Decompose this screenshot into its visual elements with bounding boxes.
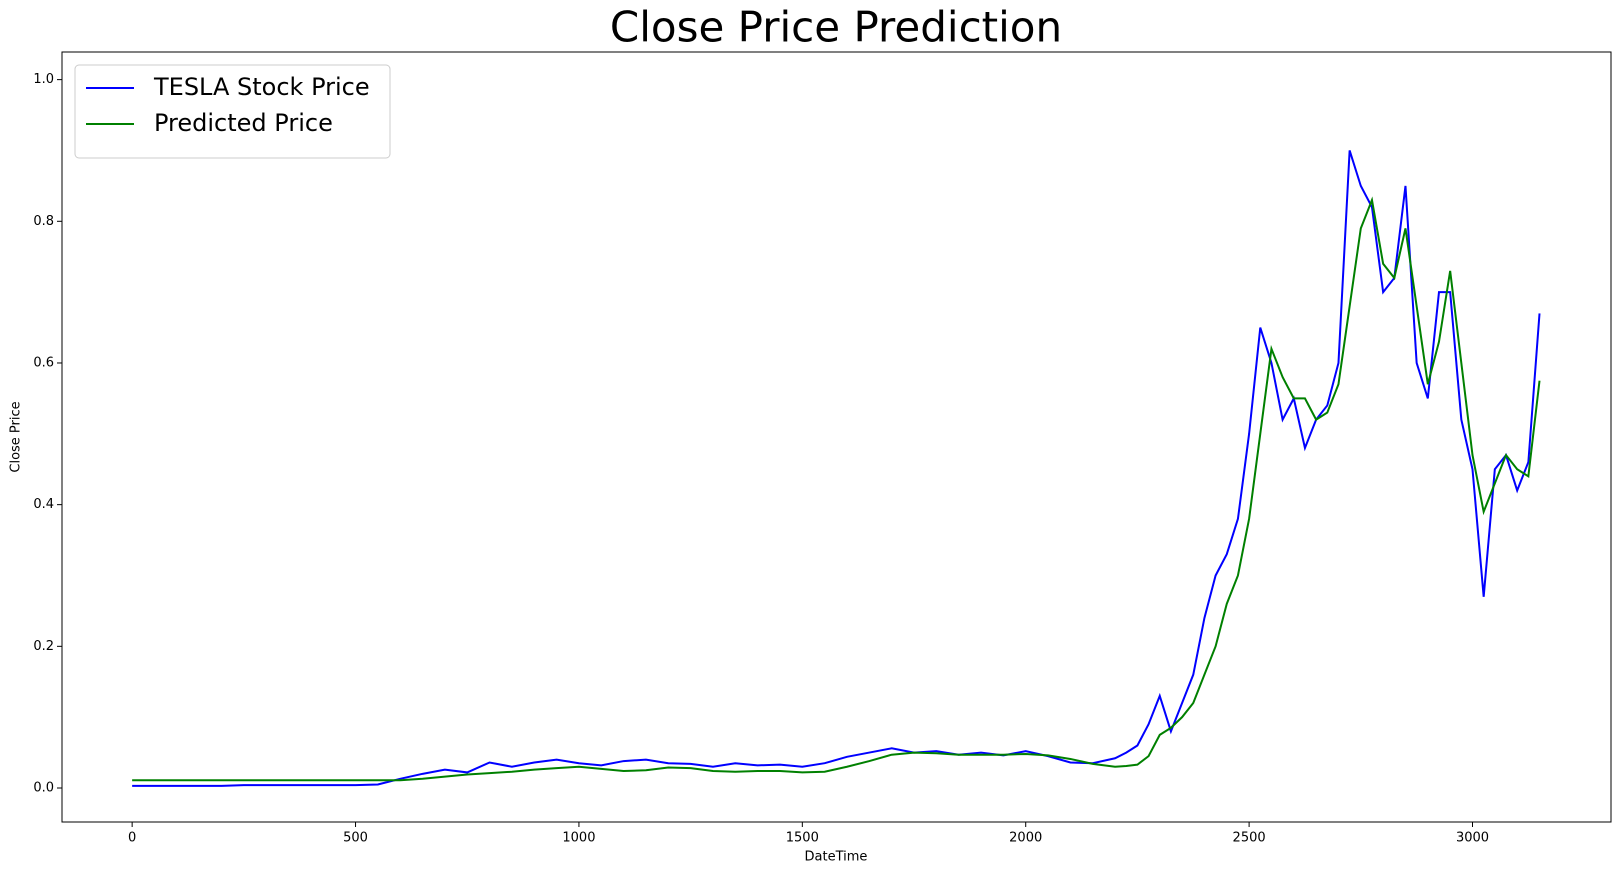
x-tick-label: 500 [343, 831, 368, 846]
x-tick-label: 1500 [786, 831, 819, 846]
x-tick-label: 3000 [1456, 831, 1489, 846]
legend-label: TESLA Stock Price [153, 73, 370, 101]
x-tick-label: 2500 [1233, 831, 1266, 846]
y-tick-label: 0.6 [33, 355, 54, 370]
axes-frame [61, 51, 1612, 823]
legend-label: Predicted Price [154, 109, 333, 137]
legend-box [74, 64, 391, 159]
y-axis-label: Close Price [9, 401, 24, 472]
y-tick-label: 0.0 [33, 780, 54, 795]
chart-title: Close Price Prediction [610, 3, 1062, 52]
y-tick-label: 0.8 [33, 214, 54, 229]
y-tick-label: 1.0 [33, 72, 54, 87]
x-tick-label: 2000 [1009, 831, 1042, 846]
x-tick-label: 0 [128, 831, 136, 846]
series-line [132, 150, 1541, 787]
series-line [132, 196, 1541, 782]
y-tick-label: 0.2 [33, 639, 54, 654]
x-axis-label: DateTime [805, 850, 868, 865]
x-tick-label: 1000 [562, 831, 595, 846]
y-tick-label: 0.4 [33, 497, 54, 512]
